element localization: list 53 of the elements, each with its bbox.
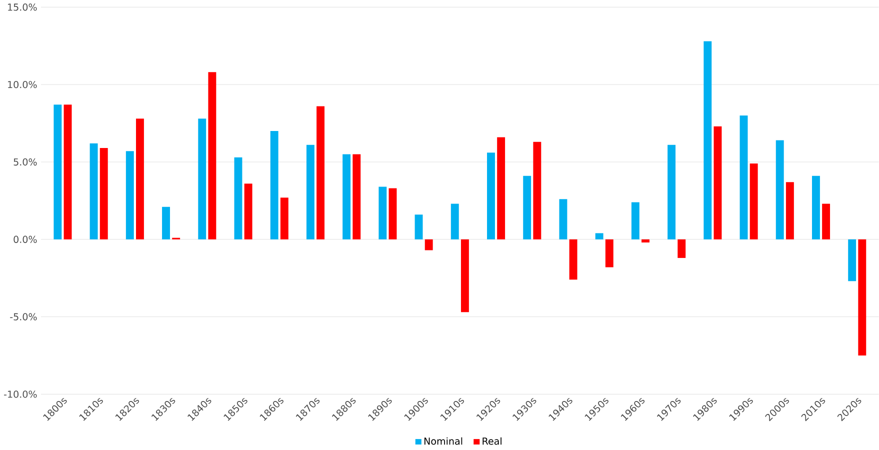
bar (569, 239, 578, 280)
bar (704, 40, 712, 240)
bar (64, 104, 72, 240)
y-tick-label: -10.0% (4, 390, 37, 398)
bar (424, 239, 433, 250)
bar (678, 239, 686, 258)
bar (460, 239, 469, 312)
bar (388, 188, 397, 240)
bar (668, 144, 676, 240)
bar (162, 206, 170, 240)
bar (316, 106, 324, 240)
bar (198, 118, 206, 240)
bar (523, 176, 532, 240)
y-tick-label: 10.0% (8, 80, 37, 88)
bar (812, 176, 820, 240)
bar (714, 126, 722, 240)
bar (533, 142, 542, 240)
y-tick-label: -5.0% (10, 312, 37, 320)
bar (306, 144, 314, 240)
legend-label: Nominal (424, 437, 462, 445)
bar (822, 204, 830, 240)
y-tick-label: 5.0% (14, 158, 37, 166)
bar (352, 154, 361, 240)
bar (559, 198, 568, 240)
bar (414, 214, 423, 240)
bar (605, 239, 614, 268)
bar (234, 157, 242, 240)
bar (497, 136, 506, 240)
bar (750, 163, 758, 240)
bar (208, 72, 216, 240)
bar (776, 140, 784, 240)
bar (378, 186, 387, 240)
bar (90, 143, 98, 240)
bar (270, 130, 278, 240)
bar (740, 115, 748, 240)
bar (595, 232, 604, 240)
bar (487, 152, 495, 240)
legend-label: Real (482, 437, 502, 445)
y-tick-label: 0.0% (14, 236, 37, 243)
bar (858, 239, 866, 356)
y-tick-label: 15.0% (8, 3, 37, 11)
bar (848, 239, 856, 281)
bar (136, 118, 144, 240)
bar (280, 197, 288, 240)
bar (100, 148, 108, 240)
bar (642, 239, 650, 242)
bar (786, 182, 794, 240)
bar (126, 150, 134, 240)
bar (244, 183, 252, 240)
bar (54, 104, 62, 240)
bar (342, 154, 351, 240)
bar (631, 202, 640, 240)
bar (450, 204, 459, 240)
